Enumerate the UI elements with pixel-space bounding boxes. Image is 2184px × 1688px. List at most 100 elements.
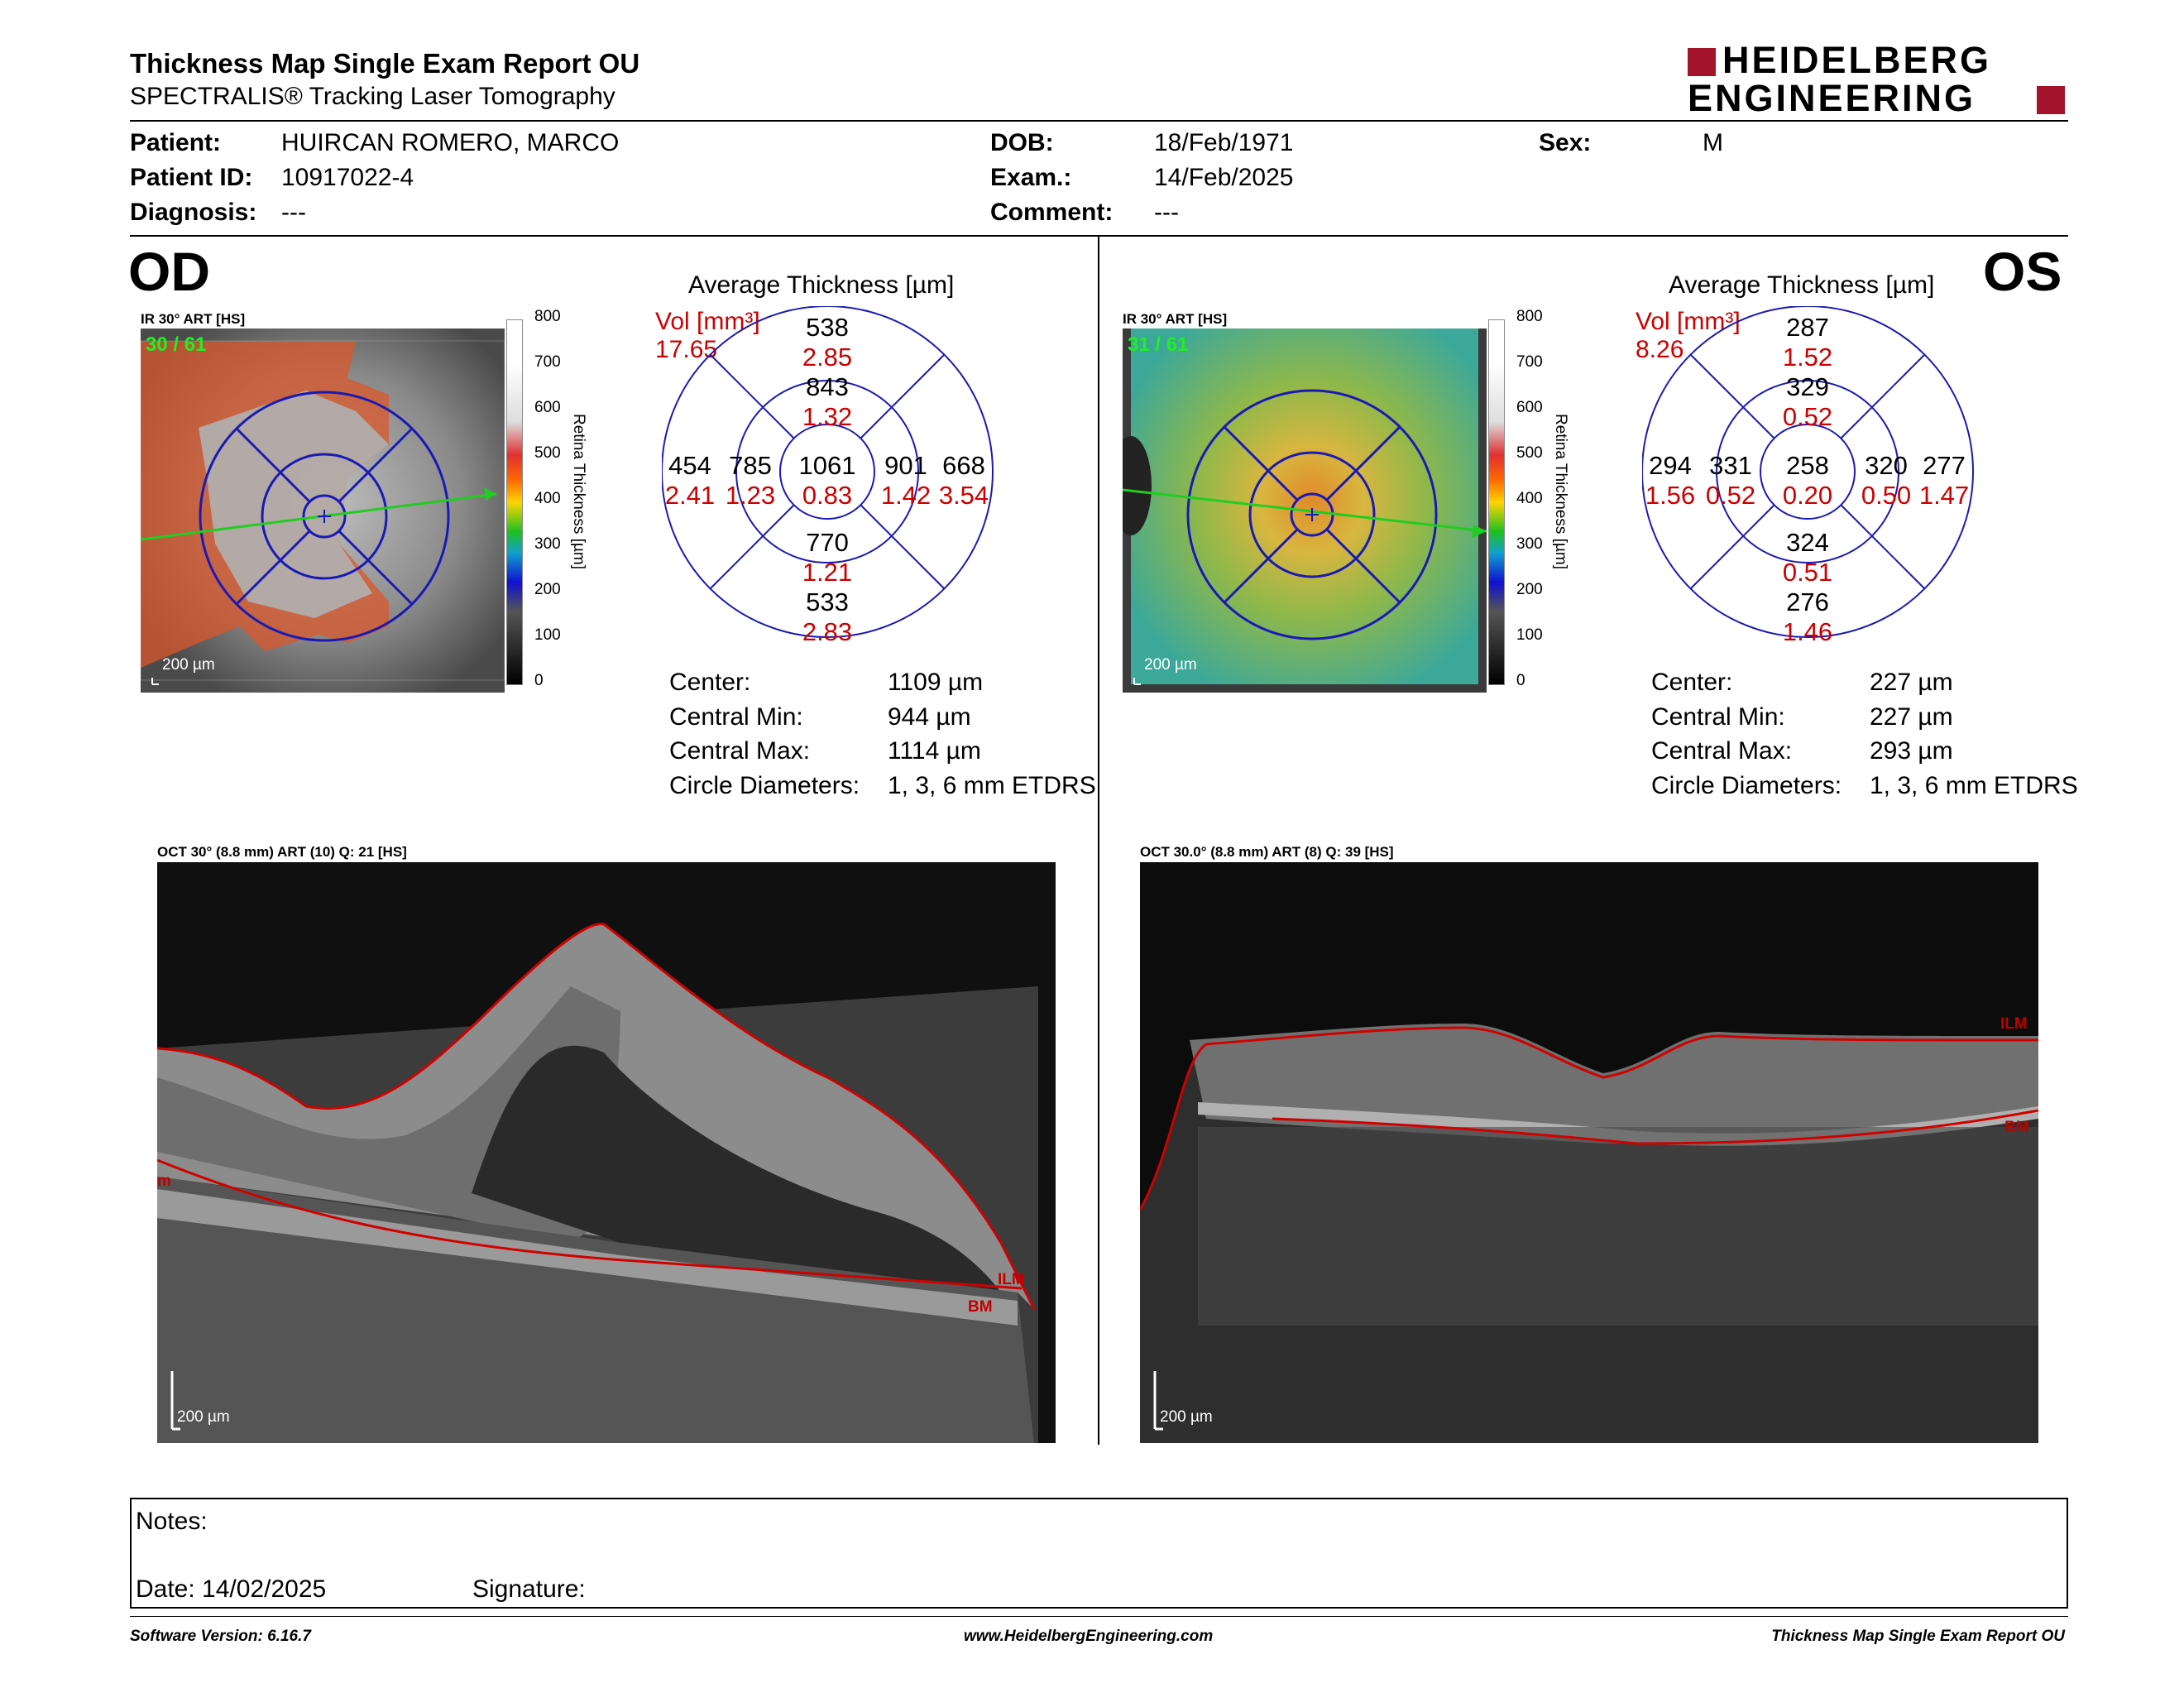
od-eye-label: OD [128, 241, 210, 302]
website-link[interactable]: www.HeidelbergEngineering.com [964, 1628, 1214, 1645]
od-ir-label: IR 30° ART [HS] [141, 311, 246, 327]
os-tick: 400 [1516, 490, 1543, 507]
od-inner-nasal-thickness: 901 [884, 451, 927, 480]
patient-label: Patient: [130, 129, 222, 156]
od-inner-inferior-thickness: 770 [806, 528, 849, 557]
od-inner-superior-thickness: 843 [806, 372, 849, 401]
os-tick: 300 [1516, 535, 1543, 553]
od-fundus-scale: 200 µm [162, 656, 215, 674]
od-edge-label: m [157, 1172, 171, 1190]
os-vol-value: 8.26 [1636, 336, 1684, 363]
od-outer-nasal-volume: 3.54 [938, 481, 989, 510]
od-inner-temporal-volume: 1.23 [725, 481, 776, 510]
os-oct-label: OCT 30.0° (8.8 mm) ART (8) Q: 39 [HS] [1140, 844, 1394, 860]
os-outer-nasal-thickness: 277 [1923, 451, 1966, 480]
od-stat-value: 1, 3, 6 mm ETDRS [888, 772, 1096, 799]
od-tick: 0 [534, 672, 544, 689]
logo-text-bottom: ENGINEERING [1688, 77, 1976, 119]
os-tick: 700 [1516, 353, 1543, 371]
os-scan-counter: 31 / 61 [1128, 333, 1189, 356]
od-outer-superior-volume: 2.85 [802, 343, 853, 372]
os-center-thickness: 258 [1786, 451, 1829, 480]
os-outer-temporal-volume: 1.56 [1645, 481, 1696, 510]
os-tick: 500 [1516, 444, 1543, 462]
od-tick: 500 [534, 444, 561, 462]
os-inner-temporal-volume: 0.52 [1705, 481, 1756, 510]
logo-text-top: HEIDELBERG [1722, 39, 1992, 81]
os-tick: 600 [1516, 399, 1543, 416]
patient-id-label: Patient ID: [130, 164, 253, 191]
footer-report-name: Thickness Map Single Exam Report OU [1771, 1628, 2065, 1645]
os-etdrs-grid [1642, 306, 1974, 638]
od-outer-temporal-volume: 2.41 [664, 481, 716, 510]
patient-id: 10917022-4 [281, 164, 414, 191]
od-oct-scale: 200 µm [177, 1408, 230, 1426]
diagnosis-value: --- [281, 199, 306, 226]
notes-label: Notes: [136, 1508, 208, 1535]
comment-label: Comment: [990, 199, 1114, 226]
os-inner-nasal-thickness: 320 [1865, 451, 1908, 480]
od-stat-label: Circle Diameters: [669, 772, 860, 799]
od-outer-nasal-thickness: 668 [942, 451, 985, 480]
os-oct-scale: 200 µm [1160, 1408, 1213, 1426]
od-scan-counter: 30 / 61 [146, 333, 207, 356]
os-tick: 800 [1516, 308, 1543, 325]
os-fundus-thickness-map: 31 / 61 200 µm [1123, 328, 1487, 693]
od-stat-value: 944 µm [888, 703, 971, 731]
od-center-volume: 0.83 [802, 481, 853, 510]
header-divider [130, 120, 2068, 122]
od-inner-temporal-thickness: 785 [729, 451, 772, 480]
od-center-thickness: 1061 [798, 451, 856, 480]
od-stat-label: Central Min: [669, 703, 803, 731]
od-outer-inferior-thickness: 533 [806, 587, 849, 616]
report-subtitle: SPECTRALIS® Tracking Laser Tomography [130, 83, 615, 110]
sex-label: Sex: [1539, 129, 1592, 156]
os-inner-inferior-thickness: 324 [1786, 528, 1829, 557]
os-center-volume: 0.20 [1782, 481, 1833, 510]
os-grid-title: Average Thickness [µm] [1669, 271, 1935, 299]
os-stat-value: 1, 3, 6 mm ETDRS [1870, 772, 2078, 799]
od-tick: 800 [534, 308, 561, 325]
heidelberg-logo: HEIDELBERG ENGINEERING [1688, 41, 2068, 119]
os-outer-inferior-thickness: 276 [1786, 587, 1829, 616]
od-stat-label: Central Max: [669, 737, 811, 765]
od-grid-title: Average Thickness [µm] [688, 271, 955, 299]
os-outer-superior-volume: 1.52 [1782, 343, 1833, 372]
os-stat-label: Central Min: [1651, 703, 1785, 731]
os-tick: 100 [1516, 626, 1543, 644]
os-vol-label: Vol [mm³] [1636, 308, 1741, 335]
od-etdrs-grid [662, 306, 994, 638]
os-stat-value: 227 µm [1870, 669, 1953, 696]
od-stat-label: Center: [669, 669, 751, 696]
dob-label: DOB: [990, 129, 1054, 156]
exam-label: Exam.: [990, 164, 1072, 191]
od-colorbar [506, 319, 523, 685]
report-title: Thickness Map Single Exam Report OU [130, 48, 640, 79]
exam-value: 14/Feb/2025 [1154, 164, 1294, 191]
os-colorbar-title: Retina Thickness [µm] [1552, 414, 1569, 569]
od-stat-value: 1109 µm [888, 669, 984, 696]
od-tick: 600 [534, 399, 561, 416]
od-inner-nasal-volume: 1.42 [880, 481, 932, 510]
od-fundus-thickness-map: 30 / 61 200 µm [141, 328, 505, 693]
software-version: Software Version: 6.16.7 [130, 1628, 311, 1645]
os-stat-value: 227 µm [1870, 703, 1953, 731]
os-oct-bscan: ILM BM 200 µm [1140, 862, 2038, 1443]
comment-value: --- [1154, 199, 1179, 226]
os-inner-nasal-volume: 0.50 [1861, 481, 1912, 510]
od-outer-superior-thickness: 538 [806, 313, 849, 342]
od-inner-superior-volume: 1.32 [802, 402, 853, 431]
od-outer-inferior-volume: 2.83 [802, 617, 853, 646]
logo-square-bottom [2037, 86, 2065, 114]
patient-name: HUIRCAN ROMERO, MARCO [281, 129, 620, 156]
os-inner-superior-volume: 0.52 [1782, 402, 1833, 431]
od-tick: 100 [534, 626, 561, 644]
notes-box[interactable]: Notes: Date: 14/02/2025 Signature: [130, 1498, 2068, 1609]
os-ir-label: IR 30° ART [HS] [1123, 311, 1228, 327]
od-tick: 400 [534, 490, 561, 507]
logo-square-top [1688, 48, 1716, 76]
od-tick: 200 [534, 581, 561, 598]
os-tick: 0 [1516, 672, 1525, 689]
os-outer-inferior-volume: 1.46 [1782, 617, 1833, 646]
sex-value: M [1703, 129, 1723, 156]
